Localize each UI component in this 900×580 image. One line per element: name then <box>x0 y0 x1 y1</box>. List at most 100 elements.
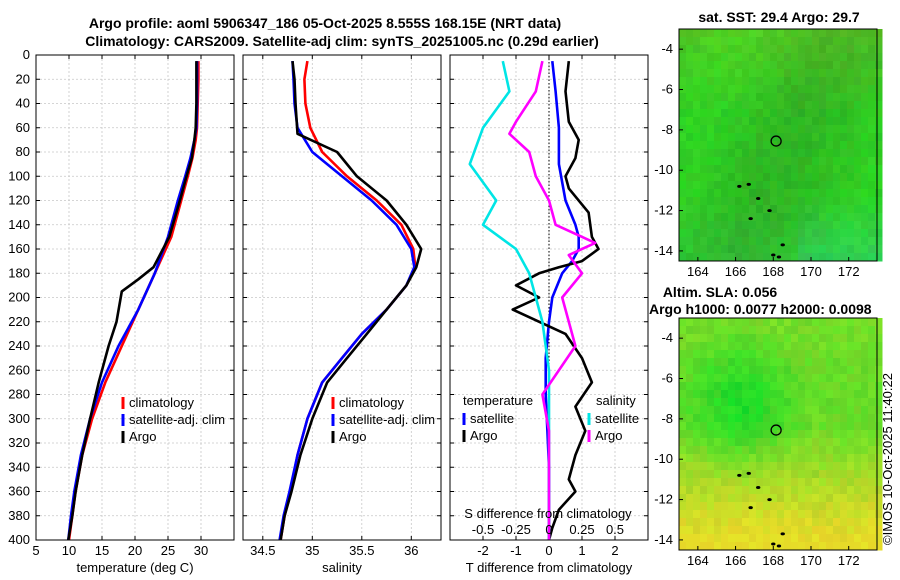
map-cell <box>868 205 876 214</box>
y-tick-label: -14 <box>654 243 673 258</box>
map-cell <box>679 350 687 359</box>
map-cell <box>819 502 827 511</box>
map-cell <box>840 438 848 447</box>
map-cell <box>861 390 869 399</box>
map-cell <box>749 101 757 110</box>
map-cell <box>749 478 757 487</box>
map-cell <box>749 510 757 519</box>
map-cell <box>763 430 771 439</box>
map-cell <box>679 69 687 78</box>
map-cell <box>868 29 876 38</box>
map-cell <box>868 85 876 94</box>
map-cell <box>679 133 687 142</box>
map-cell <box>805 229 813 238</box>
map-cell <box>735 542 743 551</box>
map-cell <box>770 237 778 246</box>
map-cell <box>728 422 736 431</box>
map-cell <box>791 109 799 118</box>
map-cell <box>721 534 729 543</box>
map-cell <box>777 422 785 431</box>
map-cell <box>847 205 855 214</box>
title-line2: Climatology: CARS2009. Satellite-adj cli… <box>85 33 599 49</box>
map-cell <box>854 141 862 150</box>
map-cell <box>714 510 722 519</box>
map-cell <box>840 414 848 423</box>
map-cell <box>756 518 764 527</box>
map-cell <box>847 534 855 543</box>
map-cell <box>777 526 785 535</box>
map-cell <box>791 502 799 511</box>
map-cell <box>686 318 694 327</box>
map-cell <box>777 229 785 238</box>
grid <box>243 54 441 541</box>
map-cell <box>854 334 862 343</box>
map-cell <box>714 205 722 214</box>
map-cell <box>861 438 869 447</box>
map-cell <box>728 438 736 447</box>
map-cell <box>861 101 869 110</box>
map-cell <box>819 350 827 359</box>
map-cell <box>805 486 813 495</box>
map-cell <box>791 470 799 479</box>
s-tick-label: -0.5 <box>472 522 494 537</box>
map-cell <box>819 173 827 182</box>
map-cell <box>721 213 729 222</box>
map-cell <box>826 342 834 351</box>
map-cell <box>833 350 841 359</box>
map-cell <box>686 526 694 535</box>
map-cell <box>861 430 869 439</box>
map-cell <box>805 61 813 70</box>
map-cell <box>826 93 834 102</box>
map-cell <box>707 382 715 391</box>
map-cell <box>777 454 785 463</box>
map-cell <box>784 518 792 527</box>
map-cell <box>854 61 862 70</box>
x-tick-label: 35.5 <box>349 543 374 558</box>
map-cell <box>868 414 876 423</box>
map-cell <box>812 326 820 335</box>
map-cell <box>798 213 806 222</box>
map-cell <box>819 358 827 367</box>
map-cell <box>826 374 834 383</box>
map-cell <box>791 69 799 78</box>
map-cell <box>763 173 771 182</box>
map-cell <box>756 237 764 246</box>
map-cell <box>756 205 764 214</box>
map-cell <box>756 245 764 254</box>
map-cell <box>707 69 715 78</box>
legend-label: Argo <box>470 428 497 443</box>
map-cell <box>749 534 757 543</box>
map-cell <box>693 117 701 126</box>
map-cell <box>854 470 862 479</box>
map-cell <box>798 141 806 150</box>
map-cell <box>742 542 750 551</box>
map-cell <box>721 382 729 391</box>
map-cell <box>777 414 785 423</box>
map-cell <box>861 117 869 126</box>
map-cell <box>721 470 729 479</box>
map-cell <box>791 213 799 222</box>
map-cell <box>826 454 834 463</box>
map-cell <box>819 334 827 343</box>
map-cell <box>763 334 771 343</box>
map-cell <box>798 29 806 38</box>
map-cell <box>798 478 806 487</box>
map-cell <box>735 61 743 70</box>
map-cell <box>735 374 743 383</box>
map-cell <box>868 237 876 246</box>
map-cell <box>840 358 848 367</box>
map-cell <box>826 189 834 198</box>
map-cell <box>826 245 834 254</box>
map-cell <box>721 358 729 367</box>
map-cell <box>840 454 848 463</box>
map-cell <box>854 358 862 367</box>
map-cell <box>791 229 799 238</box>
map-cell <box>826 213 834 222</box>
map-cell <box>777 45 785 54</box>
map-cell <box>742 77 750 86</box>
map-cell <box>861 109 869 118</box>
map-cell <box>784 358 792 367</box>
map-cell <box>686 181 694 190</box>
map-cell <box>805 518 813 527</box>
map-cell <box>847 446 855 455</box>
